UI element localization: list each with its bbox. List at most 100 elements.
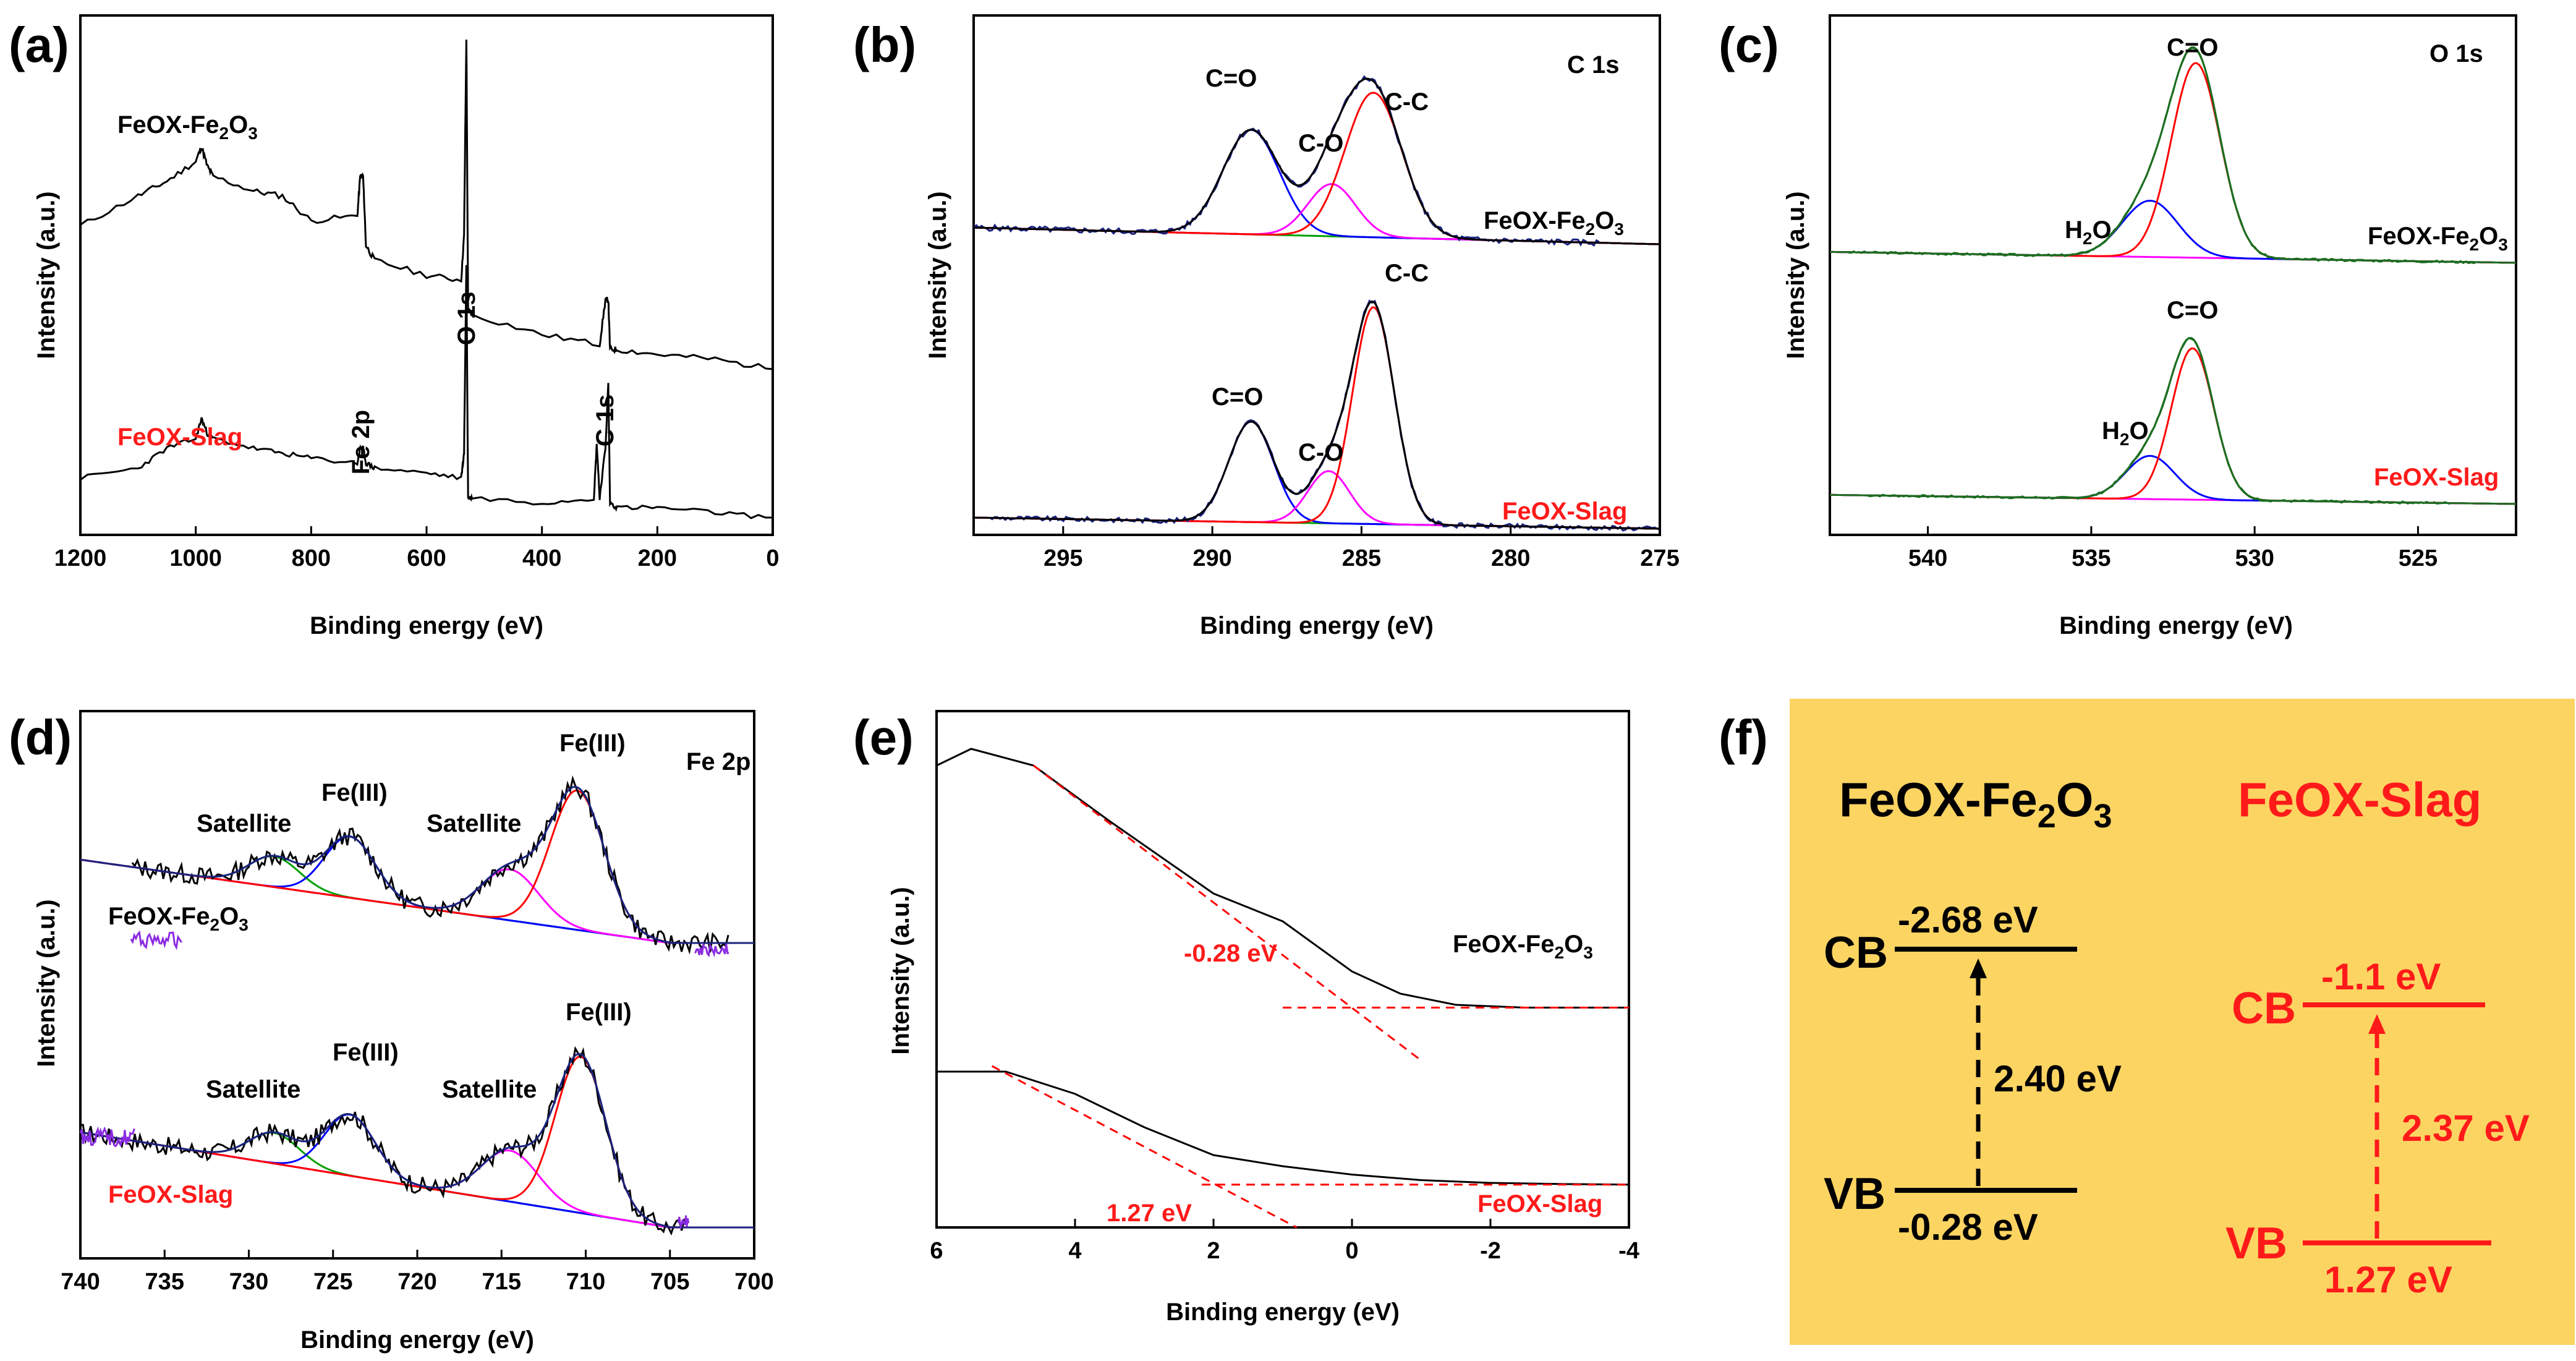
panel-d-sat2-top: Satellite	[427, 810, 521, 837]
panel-e-ticks: 6 4 2 0 -2 -4	[930, 1219, 1639, 1264]
panel-c-label-slag: FeOX-Slag	[2374, 464, 2499, 491]
panel-b-label: (b)	[853, 17, 916, 72]
panel-a-frame	[79, 14, 774, 536]
b-ticks-label: 295	[1044, 545, 1082, 571]
panel-a-ticks: 1200 1000 800 600 400 200 0	[54, 526, 780, 571]
panel-a-series-slag	[80, 265, 773, 519]
panel-e-annot-vb-fe2o3: -0.28 eV	[1184, 940, 1278, 967]
panel-f-background	[1790, 699, 2575, 1345]
panel-d-label-fe2o3: FeOX-Fe2O3	[108, 903, 249, 934]
panel-c-xlabel: Binding energy (eV)	[2059, 612, 2293, 639]
panel-d-top-raw-tail-right	[694, 942, 729, 958]
panel-d-bottom-component	[80, 1113, 754, 1229]
panel-b-xlabel: Binding energy (eV)	[1200, 612, 1434, 639]
panel-f-vb-value-slag: 1.27 eV	[2324, 1259, 2452, 1300]
panel-b-peak-co-bottom: C=O	[1212, 383, 1263, 411]
panel-d-top-component	[80, 858, 754, 944]
panel-c-peak-h2o-bottom: H2O	[2102, 417, 2149, 449]
panel-d-sat1-top: Satellite	[197, 810, 291, 837]
d-ticks-label: 710	[566, 1269, 605, 1295]
panel-d-top-envelope	[80, 785, 754, 944]
panel-b-peak-cc-top: C-C	[1385, 88, 1429, 116]
panel-e-ylabel: Intensity (a.u.)	[887, 887, 914, 1054]
panel-b-ticks: 295 290 285 280 275	[1044, 526, 1680, 571]
panel-b-top-envelope	[973, 77, 1660, 245]
e-ticks-label: 2	[1207, 1238, 1220, 1264]
panel-d-fe3-2-top: Fe(III)	[559, 730, 626, 757]
panel-f-gap-slag: 2.37 eV	[2402, 1107, 2530, 1149]
c-ticks-label: 530	[2235, 545, 2274, 571]
b-ticks-label: 280	[1491, 545, 1530, 571]
panel-c-label-fe2o3: FeOX-Fe2O3	[2368, 223, 2508, 254]
panel-a-c1s-label: C 1s	[592, 395, 619, 447]
e-ticks-label: -2	[1480, 1238, 1501, 1264]
panel-d: (d) Intensity (a.u.) Binding energy (eV)…	[9, 710, 774, 1354]
panel-d-bottom-raw	[80, 1046, 688, 1236]
panel-f-arrowhead-slag	[2368, 1014, 2386, 1034]
panel-b-bottom-raw	[988, 299, 1660, 532]
panel-b-peak-cc-bottom: C-C	[1385, 260, 1429, 287]
panel-c-peak-h2o-top: H2O	[2065, 216, 2112, 248]
panel-d-top-background	[80, 858, 754, 944]
panel-d-label-slag: FeOX-Slag	[108, 1181, 233, 1208]
panel-a: (a) Intensity (a.u.) Binding energy (eV)…	[9, 14, 780, 639]
panel-c-top-envelope	[1830, 46, 2517, 264]
a-ticks-label: 1000	[169, 545, 222, 571]
panel-d-fe3-1-top: Fe(III)	[321, 779, 388, 806]
d-ticks-label: 725	[313, 1269, 352, 1295]
panel-f-cb-value-slag: -1.1 eV	[2321, 956, 2441, 997]
a-ticks-label: 0	[766, 545, 779, 571]
panel-c-title: O 1s	[2429, 40, 2483, 67]
panel-b-bottom-envelope	[974, 300, 1660, 530]
a-ticks-label: 400	[522, 545, 561, 571]
panel-f-cb-label-fe2o3: CB	[1824, 928, 1888, 978]
panel-e: (e) Intensity (a.u.) Binding energy (eV)…	[853, 710, 1639, 1326]
panel-e-curves	[936, 748, 1630, 1229]
panel-f-arrowhead-fe2o3	[1970, 958, 1987, 978]
panel-d-xlabel: Binding energy (eV)	[300, 1326, 534, 1354]
panel-d-fe3-1-bottom: Fe(III)	[333, 1039, 399, 1066]
b-ticks-label: 285	[1342, 545, 1381, 571]
panel-f-cb-value-fe2o3: -2.68 eV	[1898, 899, 2038, 941]
panel-e-tangent-slag	[991, 1065, 1298, 1229]
panel-f-material-slag: FeOX-Slag	[2238, 772, 2481, 827]
d-ticks-label: 715	[482, 1269, 521, 1295]
panel-b: (b) Intensity (a.u.) Binding energy (eV)…	[853, 14, 1680, 639]
panel-c-curves	[1829, 46, 2517, 505]
panel-a-xlabel: Binding energy (eV)	[310, 612, 543, 639]
panel-f-vb-value-fe2o3: -0.28 eV	[1898, 1206, 2038, 1248]
panel-d-frame	[79, 710, 755, 1260]
panel-c-bottom-envelope	[1829, 336, 2517, 505]
d-ticks-label: 740	[61, 1269, 100, 1295]
panel-c-peak-co-top: C=O	[2167, 34, 2218, 61]
panel-f: (f) FeOX-Fe2O3 FeOX-Slag CB -2.68 eV 2.4…	[1719, 699, 2575, 1345]
panel-b-peak-c-o-bottom: C-O	[1298, 439, 1343, 466]
panel-e-frame	[935, 710, 1630, 1229]
panel-a-label-slag: FeOX-Slag	[117, 424, 242, 451]
panel-b-title: C 1s	[1567, 51, 1620, 79]
panel-d-bottom-raw-tail-left	[79, 1126, 135, 1148]
panel-a-series-fe2o3	[80, 40, 773, 370]
panel-b-label-fe2o3: FeOX-Fe2O3	[1484, 207, 1624, 239]
panel-c: (c) Intensity (a.u.) Binding energy (eV)…	[1719, 14, 2517, 639]
d-ticks-label: 735	[145, 1269, 184, 1295]
a-ticks-label: 800	[292, 545, 331, 571]
panel-b-label-slag: FeOX-Slag	[1502, 498, 1627, 525]
a-ticks-label: 1200	[54, 545, 107, 571]
panel-a-fe2p-label: Fe 2p	[347, 410, 375, 474]
panel-a-label-fe2o3: FeOX-Fe2O3	[117, 111, 258, 143]
panel-d-bottom-raw-tail-right	[677, 1215, 690, 1231]
panel-c-ticks: 540 535 530 525	[1908, 526, 2438, 571]
panel-c-peak-co-bottom: C=O	[2167, 297, 2218, 324]
panel-c-frame	[1829, 14, 2517, 536]
panel-f-vb-label-fe2o3: VB	[1824, 1169, 1885, 1219]
panel-f-material-fe2o3: FeOX-Fe2O3	[1839, 772, 2112, 835]
b-ticks-label: 275	[1640, 545, 1679, 571]
panel-d-sat1-bottom: Satellite	[206, 1076, 300, 1103]
panel-e-label-fe2o3: FeOX-Fe2O3	[1453, 931, 1593, 962]
panel-f-cb-label-slag: CB	[2232, 984, 2296, 1033]
e-ticks-label: 4	[1068, 1238, 1081, 1264]
panel-b-bottom-component	[974, 306, 1660, 530]
panel-e-annot-vb-slag: 1.27 eV	[1107, 1200, 1192, 1227]
